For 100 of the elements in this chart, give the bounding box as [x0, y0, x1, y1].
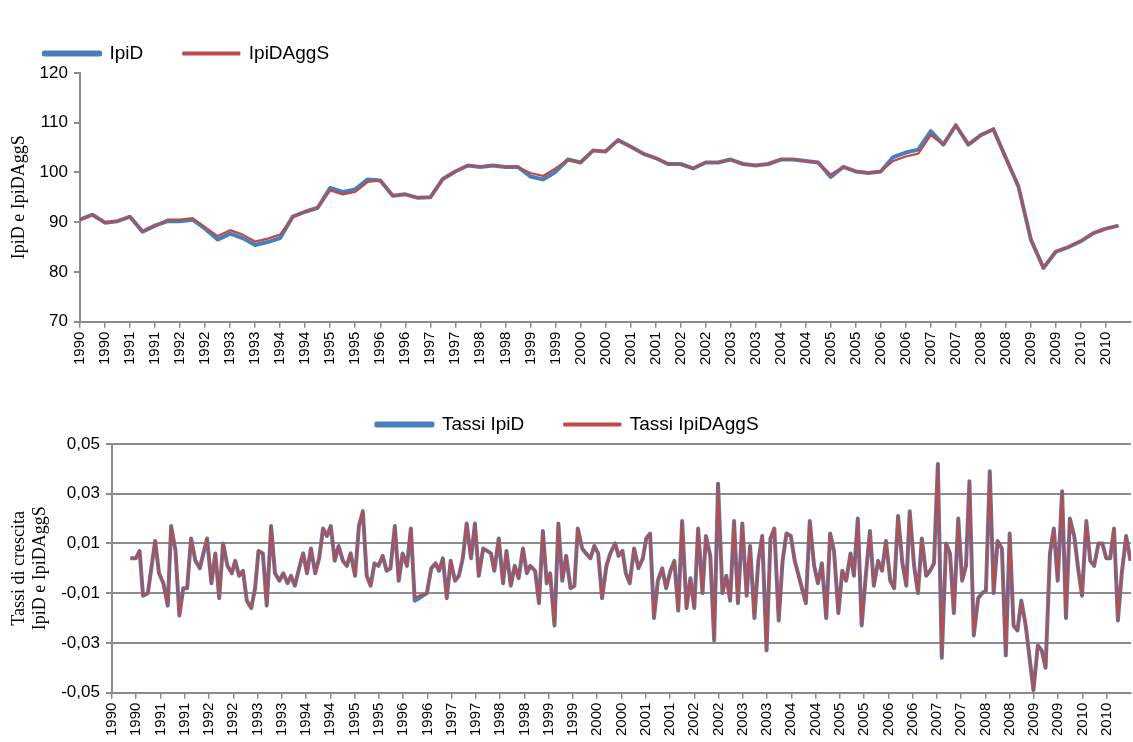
x-tick-label: 2006 — [902, 702, 920, 737]
x-tick-label: 2009 — [1048, 702, 1066, 737]
x-tick-label: 1999 — [538, 702, 556, 737]
x-tick-label: 1990 — [126, 702, 144, 737]
x-tick-label: 1997 — [441, 702, 459, 737]
legend-label: IpiDAggS — [248, 41, 330, 63]
x-tick-label: 1995 — [368, 702, 386, 737]
x-tick-label: 1995 — [345, 331, 363, 366]
x-tick-label: 2009 — [1046, 331, 1064, 366]
x-tick-label: 2000 — [595, 331, 613, 366]
x-tick-label: 1996 — [370, 331, 388, 366]
x-tick-label: 1994 — [296, 702, 314, 737]
y-tick-label: -0,03 — [61, 632, 100, 652]
x-tick-label: 1997 — [445, 331, 463, 366]
x-tick-label: 1992 — [170, 331, 188, 366]
legend-label: Tassi IpiD — [441, 412, 525, 434]
y-axis-title: IpiD e IpiDAggS — [7, 135, 28, 260]
x-tick-label: 2005 — [820, 331, 838, 366]
x-tick-label: 2006 — [878, 702, 896, 737]
x-tick-label: 2005 — [845, 331, 863, 366]
x-tick-label: 1992 — [195, 331, 213, 366]
x-tick-label: 1993 — [245, 331, 263, 366]
y-tick-label: 120 — [39, 62, 68, 82]
x-tick-label: 2001 — [635, 702, 653, 737]
x-tick-label: 2010 — [1096, 702, 1114, 737]
x-tick-label: 1991 — [145, 331, 163, 366]
x-tick-label: 2010 — [1072, 702, 1090, 737]
x-tick-label: 2002 — [684, 702, 702, 737]
x-tick-label: 1995 — [344, 702, 362, 737]
y-tick-label: 0,01 — [66, 533, 100, 553]
x-tick-label: 2003 — [720, 331, 738, 366]
x-tick-label: 1990 — [102, 702, 120, 737]
x-tick-label: 1998 — [490, 702, 508, 737]
y-tick-label: 110 — [40, 112, 68, 132]
x-tick-label: 1992 — [199, 702, 217, 737]
x-tick-label: 1990 — [70, 331, 88, 366]
x-tick-label: 1999 — [520, 331, 538, 366]
x-tick-label: 2010 — [1071, 331, 1089, 366]
x-tick-label: 1996 — [393, 702, 411, 737]
x-tick-label: 1991 — [174, 702, 192, 737]
x-tick-label: 2001 — [645, 331, 663, 366]
y-axis-title: Tassi di crescita IpiD e IpiDAggS — [7, 506, 50, 631]
x-tick-label: 2005 — [829, 702, 847, 737]
x-tick-label: 1994 — [270, 331, 288, 366]
x-tick-label: 1999 — [545, 331, 563, 366]
y-tick-label: -0,05 — [61, 682, 100, 702]
x-tick-label: 2005 — [854, 702, 872, 737]
x-tick-label: 1998 — [514, 702, 532, 737]
y-tick-label: -0,01 — [61, 582, 100, 602]
x-tick-label: 2004 — [781, 702, 799, 737]
x-tick-label: 2003 — [745, 331, 763, 366]
x-tick-label: 1999 — [563, 702, 581, 737]
x-tick-label: 1994 — [295, 331, 313, 366]
x-tick-label: 1996 — [417, 702, 435, 737]
y-tick-label: 0,05 — [66, 433, 100, 453]
x-tick-label: 2007 — [945, 331, 963, 366]
x-tick-label: 2010 — [1096, 331, 1114, 366]
y-tick-label: 0,03 — [66, 483, 100, 503]
y-tick-label: 90 — [49, 211, 68, 231]
x-tick-label: 1997 — [466, 702, 484, 737]
x-tick-label: 2008 — [996, 331, 1014, 366]
x-tick-label: 1993 — [271, 702, 289, 737]
x-tick-label: 1998 — [470, 331, 488, 366]
x-tick-label: 2004 — [805, 702, 823, 737]
x-tick-label: 1993 — [247, 702, 265, 737]
x-tick-label: 2002 — [708, 702, 726, 737]
x-tick-label: 1998 — [495, 331, 513, 366]
x-tick-label: 2008 — [999, 702, 1017, 737]
x-tick-label: 1996 — [395, 331, 413, 366]
x-tick-label: 2001 — [660, 702, 678, 737]
x-tick-label: 1995 — [320, 331, 338, 366]
x-tick-label: 2006 — [870, 331, 888, 366]
x-tick-label: 2009 — [1021, 331, 1039, 366]
y-tick-label: 70 — [49, 311, 68, 331]
y-tick-label: 100 — [39, 162, 68, 182]
x-tick-label: 1997 — [420, 331, 438, 366]
x-tick-label: 2000 — [587, 702, 605, 737]
x-tick-label: 1993 — [220, 331, 238, 366]
legend-label: IpiD — [109, 41, 144, 63]
x-tick-label: 2000 — [611, 702, 629, 737]
x-tick-label: 2004 — [770, 331, 788, 366]
x-tick-label: 2004 — [795, 331, 813, 366]
x-tick-label: 2009 — [1024, 702, 1042, 737]
x-tick-label: 1990 — [95, 331, 113, 366]
x-tick-label: 2003 — [757, 702, 775, 737]
x-tick-label: 2002 — [695, 331, 713, 366]
x-tick-label: 1994 — [320, 702, 338, 737]
x-tick-label: 2007 — [920, 331, 938, 366]
x-tick-label: 1991 — [150, 702, 168, 737]
x-tick-label: 2007 — [927, 702, 945, 737]
x-tick-label: 2008 — [970, 331, 988, 366]
x-tick-label: 2000 — [570, 331, 588, 366]
x-tick-label: 2003 — [732, 702, 750, 737]
y-tick-label: 80 — [49, 261, 68, 281]
x-tick-label: 2008 — [975, 702, 993, 737]
x-tick-label: 2007 — [951, 702, 969, 737]
legend-label: Tassi IpiDAggS — [629, 412, 759, 434]
x-tick-label: 1992 — [223, 702, 241, 737]
x-tick-label: 2006 — [895, 331, 913, 366]
x-tick-label: 2001 — [620, 331, 638, 366]
